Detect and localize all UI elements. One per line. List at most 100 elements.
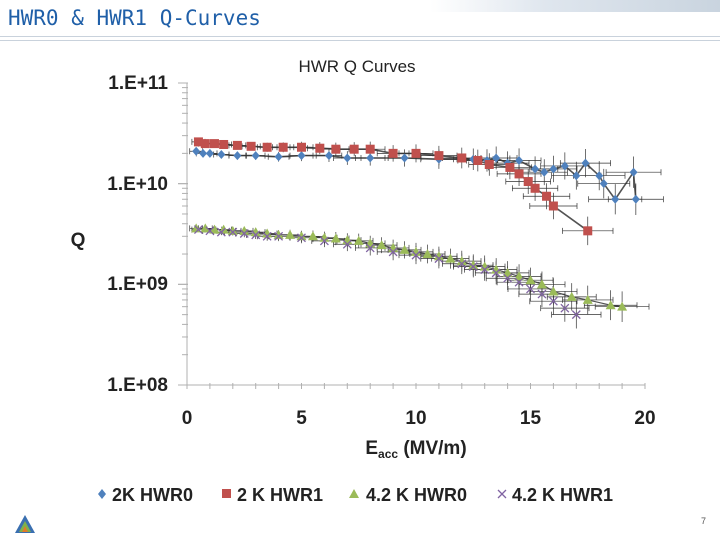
data-point-4-2-k-hwr0	[514, 271, 525, 281]
data-point-4-2-k-hwr0	[479, 261, 490, 271]
data-point-2k-hwr0	[549, 164, 558, 174]
data-point-4-2-k-hwr0	[285, 229, 296, 239]
data-point-2-k-hwr1	[484, 160, 494, 170]
x-axis-label-main: E	[365, 438, 378, 459]
title-divider-top	[0, 36, 720, 37]
data-point-4-2-k-hwr0	[239, 225, 250, 235]
legend-marker-triangle	[349, 489, 359, 498]
legend-label-42k-hwr0: 4.2 K HWR0	[366, 485, 467, 505]
error-bars	[189, 138, 664, 329]
data-point-2k-hwr0	[492, 153, 501, 163]
data-point-2k-hwr0	[343, 153, 352, 163]
legend-label-2k-hwr0: 2K HWR0	[112, 485, 193, 505]
data-point-2-k-hwr1	[514, 169, 524, 179]
trend-lines	[195, 141, 637, 308]
legend: 2K HWR0 2 K HWR1 4.2 K HWR0 4.2 K HWR1	[98, 485, 613, 505]
data-point-4-2-k-hwr1	[274, 231, 284, 241]
data-point-2-k-hwr1	[219, 139, 229, 149]
data-point-4-2-k-hwr1	[548, 296, 558, 306]
data-point-2-k-hwr1	[411, 148, 421, 158]
data-point-2k-hwr0	[233, 151, 242, 161]
y-tick-label-1e8: 1.E+08	[107, 375, 168, 396]
x-tick-label-20: 20	[634, 408, 655, 429]
slide-title: HWR0 & HWR1 Q-Curves	[8, 6, 261, 30]
data-point-4-2-k-hwr0	[445, 253, 456, 263]
y-tick-label-1e11: 1.E+11	[108, 73, 168, 94]
data-point-4-2-k-hwr1	[228, 227, 238, 237]
data-point-4-2-k-hwr1	[457, 259, 467, 269]
data-point-2-k-hwr1	[349, 144, 359, 154]
data-point-4-2-k-hwr0	[411, 246, 421, 256]
data-point-2-k-hwr1	[388, 148, 398, 158]
legend-item-42k-hwr0: 4.2 K HWR0	[349, 485, 467, 505]
data-point-4-2-k-hwr0	[566, 291, 577, 301]
data-point-4-2-k-hwr0	[617, 301, 628, 311]
data-point-2-k-hwr1	[530, 183, 540, 193]
data-point-4-2-k-hwr0	[250, 227, 261, 237]
data-point-4-2-k-hwr0	[491, 264, 502, 274]
data-point-2-k-hwr1	[457, 153, 467, 163]
data-point-2k-hwr0	[400, 153, 409, 163]
data-point-2-k-hwr1	[434, 151, 444, 161]
data-point-2k-hwr0	[297, 151, 306, 161]
data-point-4-2-k-hwr1	[480, 265, 490, 275]
y-tick-label-1e9: 1.E+09	[107, 274, 168, 295]
data-point-2-k-hwr1	[200, 139, 210, 149]
legend-item-2k-hwr1: 2 K HWR1	[222, 485, 323, 505]
y-tick-labels: 1.E+08 1.E+09 1.E+10 1.E+11	[107, 73, 168, 396]
data-point-4-2-k-hwr0	[525, 275, 536, 285]
data-point-2k-hwr0	[515, 155, 524, 165]
data-point-2k-hwr0	[611, 194, 620, 204]
data-point-4-2-k-hwr0	[200, 223, 211, 233]
data-point-4-2-k-hwr1	[216, 227, 226, 237]
data-point-4-2-k-hwr1	[297, 233, 306, 243]
legend-marker-square	[222, 489, 231, 498]
data-point-2-k-hwr1	[246, 141, 256, 151]
data-point-4-2-k-hwr1	[262, 231, 272, 241]
data-point-2-k-hwr1	[209, 139, 219, 149]
chart-title: HWR Q Curves	[298, 57, 415, 76]
data-point-2k-hwr0	[572, 171, 581, 181]
data-point-4-2-k-hwr0	[422, 249, 433, 259]
data-point-4-2-k-hwr1	[537, 289, 547, 299]
data-point-2k-hwr0	[599, 179, 608, 189]
trend-line	[196, 227, 623, 308]
data-point-4-2-k-hwr0	[502, 267, 513, 277]
data-point-4-2-k-hwr1	[193, 225, 203, 235]
data-point-4-2-k-hwr0	[209, 224, 220, 234]
data-point-2k-hwr0	[631, 194, 640, 204]
data-point-2k-hwr0	[324, 151, 333, 161]
data-point-2-k-hwr1	[232, 140, 242, 150]
page-number: 7	[700, 516, 706, 526]
data-point-4-2-k-hwr0	[227, 225, 238, 235]
logo-icon	[15, 515, 35, 533]
data-point-2-k-hwr1	[365, 144, 375, 154]
data-point-4-2-k-hwr0	[548, 286, 559, 296]
data-point-2-k-hwr1	[542, 191, 552, 201]
data-point-2-k-hwr1	[193, 137, 203, 147]
data-point-4-2-k-hwr0	[433, 251, 444, 261]
data-point-2k-hwr0	[251, 151, 260, 161]
data-point-2k-hwr0	[217, 149, 226, 159]
y-tick-label-1e10: 1.E+10	[107, 174, 168, 195]
data-point-2k-hwr0	[540, 167, 549, 177]
legend-label-42k-hwr1: 4.2 K HWR1	[512, 485, 613, 505]
data-point-2-k-hwr1	[278, 142, 288, 152]
data-point-4-2-k-hwr1	[239, 229, 249, 238]
data-points	[191, 137, 640, 320]
data-point-4-2-k-hwr1	[342, 239, 352, 249]
data-point-2-k-hwr1	[548, 201, 558, 211]
x-axis-label-units: (MV/m)	[398, 438, 467, 459]
data-point-4-2-k-hwr0	[399, 244, 410, 254]
x-tick-label-10: 10	[405, 408, 426, 429]
data-point-4-2-k-hwr1	[319, 236, 329, 246]
data-point-2k-hwr0	[531, 164, 540, 174]
data-point-2k-hwr0	[199, 148, 208, 158]
data-point-2-k-hwr1	[262, 142, 272, 152]
data-point-4-2-k-hwr1	[251, 230, 261, 240]
data-point-4-2-k-hwr1	[468, 262, 478, 272]
title-divider-bottom	[0, 40, 720, 41]
data-point-4-2-k-hwr1	[491, 268, 501, 278]
data-point-4-2-k-hwr1	[526, 284, 535, 294]
data-point-2-k-hwr1	[331, 144, 341, 154]
